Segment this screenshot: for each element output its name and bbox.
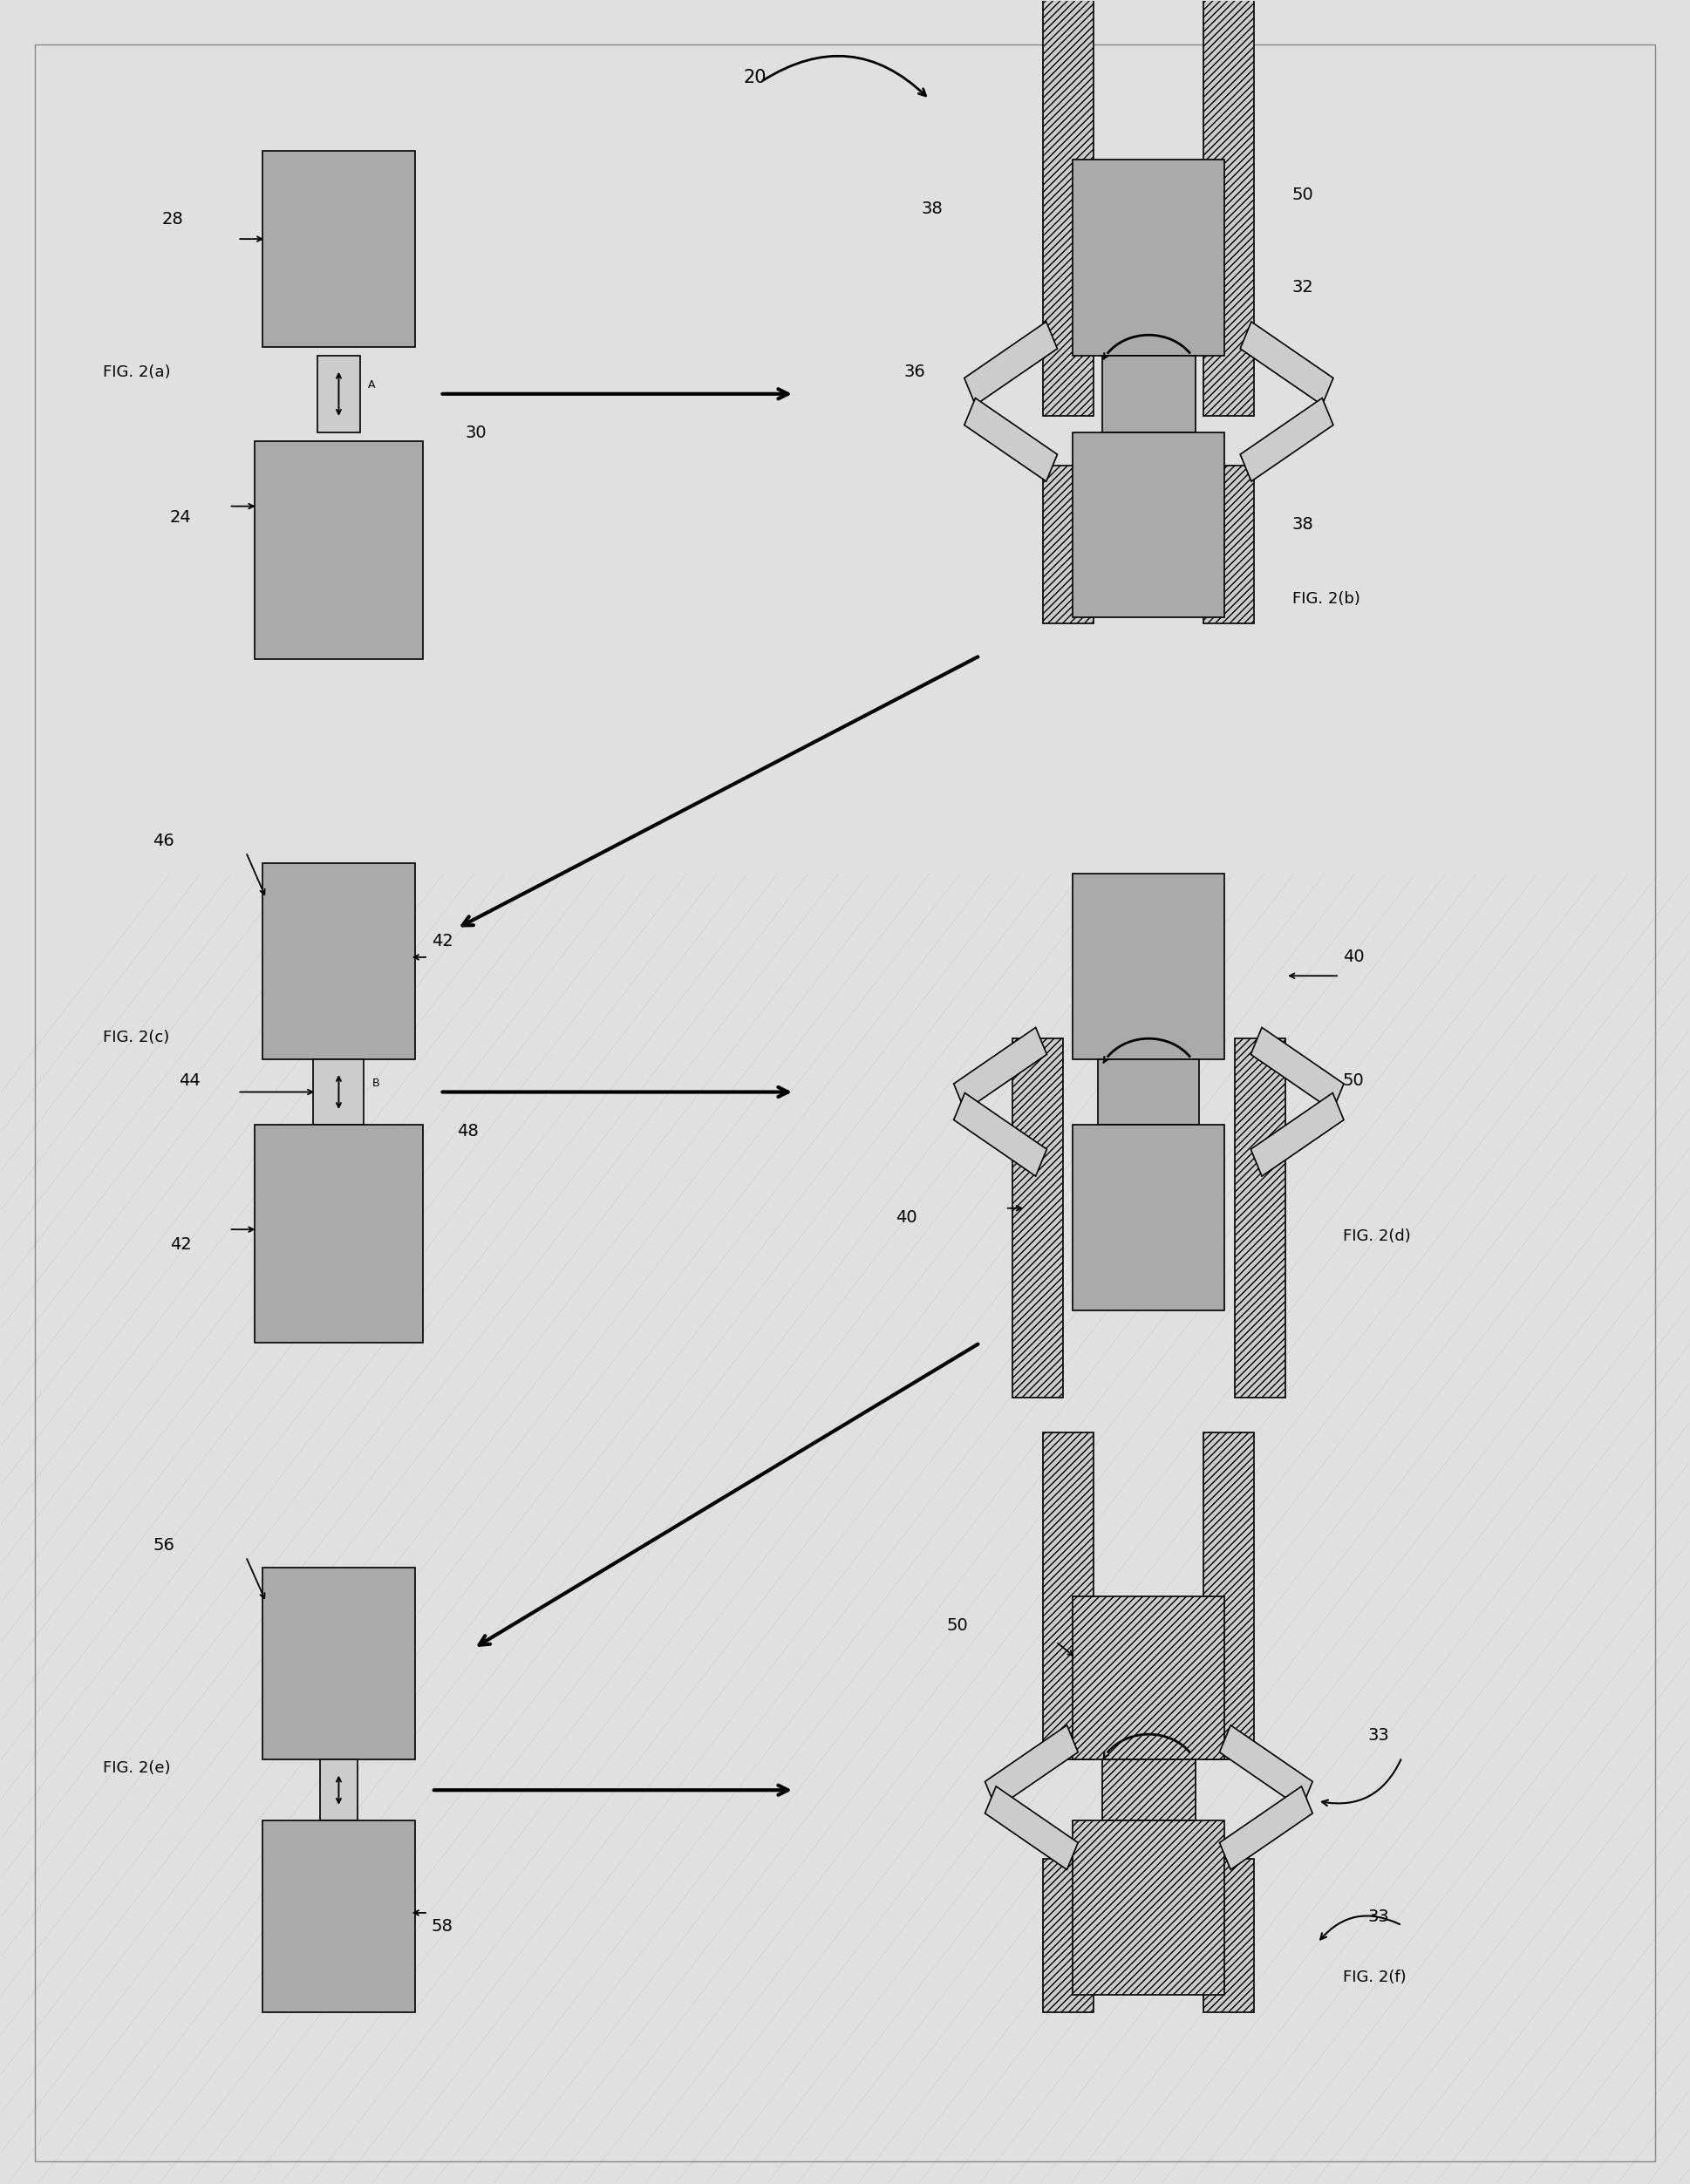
Text: 50: 50: [1293, 186, 1313, 203]
Text: FIG. 2(e): FIG. 2(e): [103, 1760, 171, 1776]
Text: 40: 40: [1344, 950, 1364, 965]
Text: 40: 40: [896, 1210, 918, 1225]
Bar: [1102, 356, 1195, 432]
Text: 56: 56: [154, 1538, 174, 1555]
Bar: [262, 151, 414, 347]
Text: 38: 38: [1293, 515, 1313, 533]
Polygon shape: [953, 1026, 1046, 1112]
Bar: [255, 441, 422, 660]
Text: 50: 50: [946, 1616, 968, 1634]
Bar: [313, 1059, 363, 1125]
Bar: [1043, 0, 1093, 415]
Text: FIG. 2(b): FIG. 2(b): [1293, 592, 1360, 607]
Bar: [318, 356, 360, 432]
Text: 50: 50: [1344, 1072, 1364, 1090]
Bar: [1073, 432, 1225, 618]
Bar: [1098, 1059, 1200, 1125]
Bar: [1203, 1433, 1254, 1760]
Text: 24: 24: [171, 509, 191, 526]
Bar: [262, 863, 414, 1059]
Bar: [1043, 1859, 1093, 2014]
Polygon shape: [953, 1092, 1046, 1177]
Bar: [1073, 1125, 1225, 1310]
Bar: [1102, 1760, 1195, 1821]
Bar: [1235, 1037, 1286, 1398]
Text: A: A: [368, 380, 375, 391]
Bar: [1043, 465, 1093, 622]
Text: 32: 32: [1293, 280, 1313, 295]
Bar: [1073, 1597, 1225, 1760]
Text: 46: 46: [154, 832, 174, 850]
Text: 42: 42: [431, 933, 453, 950]
Text: 36: 36: [904, 365, 926, 380]
Text: 20: 20: [744, 70, 767, 87]
Bar: [255, 1125, 422, 1343]
Bar: [1073, 874, 1225, 1059]
Text: 30: 30: [465, 426, 487, 441]
Polygon shape: [1220, 1725, 1313, 1808]
Text: FIG. 2(f): FIG. 2(f): [1344, 1970, 1406, 1985]
Bar: [1073, 1821, 1225, 1996]
Polygon shape: [1251, 1092, 1344, 1177]
Polygon shape: [985, 1787, 1078, 1870]
Bar: [1203, 0, 1254, 415]
Bar: [1203, 1859, 1254, 2014]
Bar: [262, 1568, 414, 1760]
Polygon shape: [1251, 1026, 1344, 1112]
Text: 38: 38: [921, 201, 943, 216]
Bar: [1203, 465, 1254, 622]
Text: FIG. 2(a): FIG. 2(a): [103, 365, 171, 380]
Text: 33: 33: [1369, 1728, 1389, 1743]
Text: 48: 48: [456, 1123, 478, 1140]
Text: 42: 42: [171, 1236, 191, 1254]
Text: 58: 58: [431, 1918, 453, 1935]
Text: 44: 44: [179, 1072, 199, 1090]
Bar: [1012, 1037, 1063, 1398]
Text: B: B: [372, 1077, 380, 1090]
Bar: [262, 1821, 414, 2014]
Polygon shape: [1240, 321, 1333, 404]
Polygon shape: [1220, 1787, 1313, 1870]
Text: FIG. 2(c): FIG. 2(c): [103, 1029, 169, 1046]
Bar: [319, 1760, 357, 1821]
Bar: [1043, 1433, 1093, 1760]
Polygon shape: [985, 1725, 1078, 1808]
Text: 28: 28: [162, 212, 183, 227]
Bar: [1073, 159, 1225, 356]
Polygon shape: [1240, 397, 1333, 480]
Text: FIG. 2(d): FIG. 2(d): [1344, 1227, 1411, 1245]
Polygon shape: [965, 397, 1058, 480]
Text: 33: 33: [1369, 1909, 1389, 1924]
Polygon shape: [965, 321, 1058, 404]
